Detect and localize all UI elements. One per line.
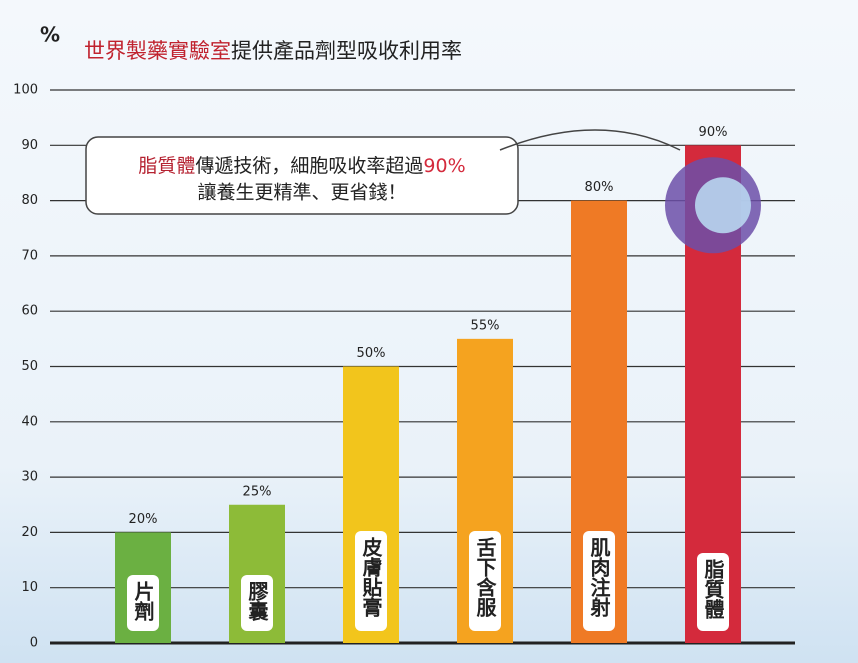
y-tick-label: 40 [21,414,38,429]
y-tick-label: 30 [21,470,38,485]
chart-title: 世界製藥實驗室提供產品劑型吸收利用率 [84,39,462,63]
category-box [469,531,501,631]
callout-highlight: 脂質體 [138,155,195,177]
y-tick-label: 100 [13,83,38,98]
x-tick-label: 舌下含服 [473,536,497,618]
callout: 脂質體傳遞技術，細胞吸收率超過90% 讓養生更精準、更省錢！ [85,129,681,215]
category-box [241,575,273,631]
callout-text: 傳遞技術，細胞吸收率超過 [195,155,423,177]
plot: 0 10 20 30 40 50 60 70 80 90 100 20% 片劑 25% 膠囊 50% 皮膚貼膏 5… [13,83,795,651]
category-box [697,553,729,631]
value-label: 20% [129,512,158,527]
y-tick-label: 60 [21,304,38,319]
callout-box [85,136,519,215]
y-axis-label: % [40,23,60,47]
y-tick-label: 10 [21,580,38,595]
y-tick-label: 20 [21,525,38,540]
callout-number: 90% [423,155,465,177]
y-tick-label: 70 [21,248,38,263]
title-text: 提供產品劑型吸收利用率 [231,39,462,63]
callout-line1: 脂質體傳遞技術，細胞吸收率超過90% [138,155,465,177]
y-tick-label: 80 [21,193,38,208]
liposome-core [695,177,751,234]
callout-arrow [499,129,681,151]
value-label: 80% [585,180,614,195]
value-label: 90% [699,125,728,140]
callout-line2: 讓養生更精準、更省錢！ [197,182,406,204]
y-tick-label: 0 [30,636,38,651]
x-tick-label: 肌肉注射 [587,537,611,617]
x-tick-label: 片劑 [131,581,155,622]
value-label: 55% [471,318,500,333]
category-box [583,531,615,631]
y-tick-label: 90 [21,138,38,153]
category-box [355,531,387,631]
value-label: 25% [243,484,272,499]
x-tick-label: 皮膚貼膏 [359,536,383,618]
y-tick-label: 50 [21,359,38,374]
value-label: 50% [357,346,386,361]
x-tick-label: 脂質體 [701,559,725,620]
x-tick-label: 膠囊 [245,581,269,622]
category-box [127,575,159,631]
title-highlight: 世界製藥實驗室 [84,39,231,63]
